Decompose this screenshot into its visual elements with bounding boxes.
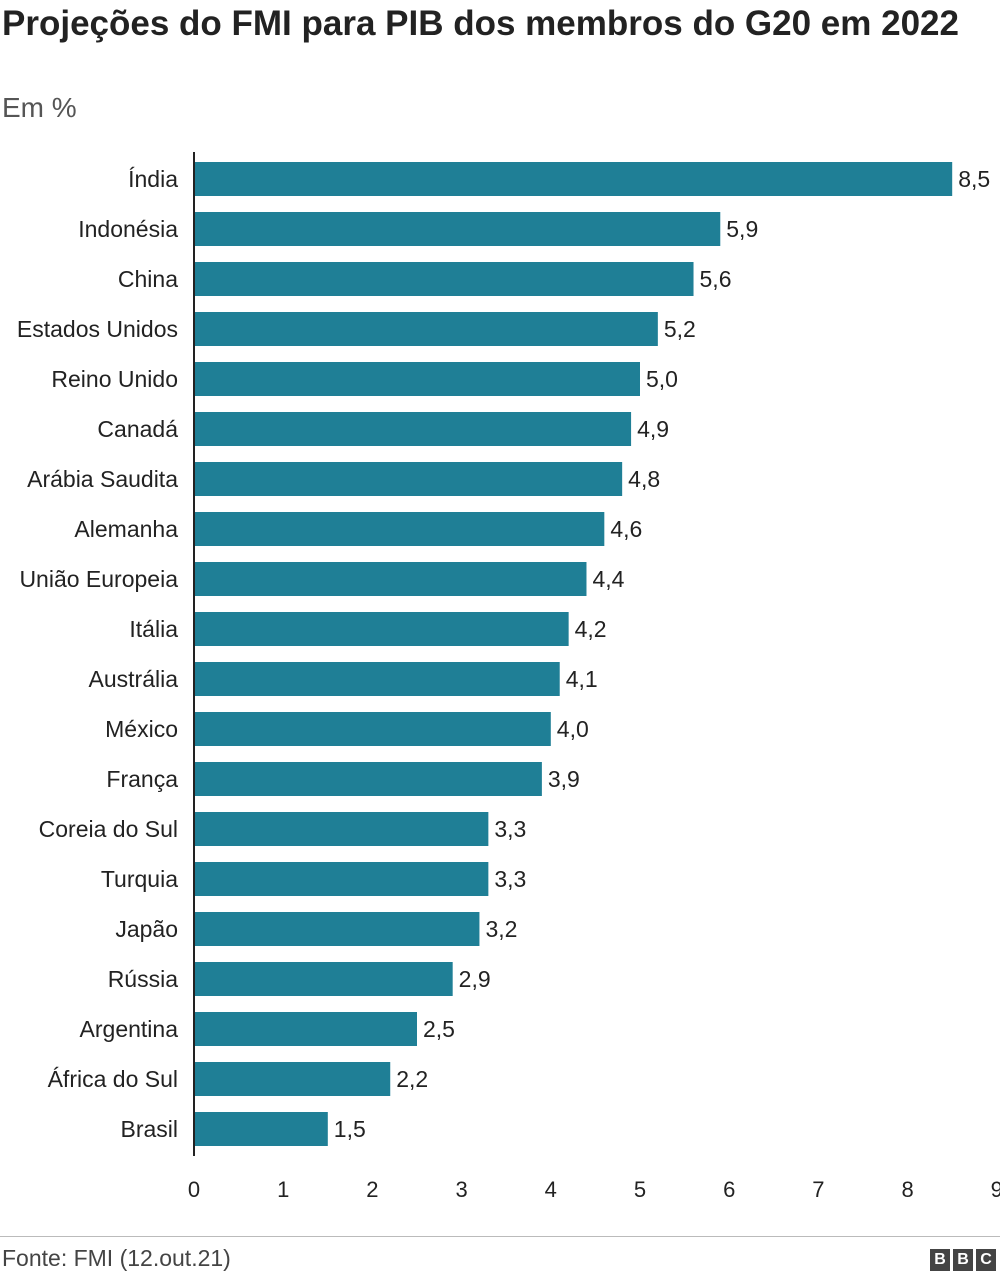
value-label: 2,2 [396, 1066, 428, 1092]
value-label: 8,5 [958, 166, 990, 192]
x-tick-label: 4 [545, 1177, 557, 1202]
bar [194, 812, 489, 846]
category-label: Argentina [80, 1016, 179, 1042]
bar [194, 462, 623, 496]
category-label: França [106, 766, 178, 792]
bbc-logo-letter: B [953, 1249, 973, 1271]
category-label: China [118, 266, 178, 292]
category-label: Turquia [101, 866, 178, 892]
value-label: 4,8 [628, 466, 660, 492]
bar [194, 612, 569, 646]
x-tick-label: 3 [455, 1177, 467, 1202]
source-note: Fonte: FMI (12.out.21) [2, 1245, 231, 1271]
value-label: 5,0 [646, 366, 678, 392]
category-label: Indonésia [78, 216, 178, 242]
category-label: África do Sul [48, 1066, 178, 1092]
value-label: 3,9 [548, 766, 580, 792]
category-label: Itália [129, 616, 178, 642]
value-label: 5,6 [700, 266, 732, 292]
bar [194, 412, 632, 446]
bar [194, 362, 640, 396]
chart-title: Projeções do FMI para PIB dos membros do… [2, 4, 959, 43]
x-tick-label: 9 [991, 1177, 1000, 1202]
category-label: União Europeia [19, 566, 178, 592]
category-label: Coreia do Sul [39, 816, 178, 842]
bar [194, 262, 694, 296]
value-label: 4,9 [637, 416, 669, 442]
bar [194, 662, 560, 696]
value-label: 4,2 [575, 616, 607, 642]
value-label: 5,9 [726, 216, 758, 242]
bar [194, 312, 658, 346]
x-tick-label: 7 [812, 1177, 824, 1202]
bbc-logo: B B C [930, 1249, 996, 1271]
value-label: 5,2 [664, 316, 696, 342]
category-label: Austrália [89, 666, 179, 692]
category-label: Brasil [120, 1116, 178, 1142]
value-label: 3,3 [494, 866, 526, 892]
bar [194, 962, 453, 996]
value-label: 1,5 [334, 1116, 366, 1142]
bbc-logo-letter: C [976, 1249, 996, 1271]
value-label: 4,4 [592, 566, 624, 592]
category-label: Reino Unido [51, 366, 178, 392]
category-label: Japão [115, 916, 178, 942]
category-label: Índia [128, 166, 178, 192]
value-label: 4,1 [566, 666, 598, 692]
value-label: 2,9 [459, 966, 491, 992]
chart-subtitle: Em % [2, 92, 77, 123]
x-tick-label: 1 [277, 1177, 289, 1202]
bar [194, 912, 480, 946]
bar [194, 1062, 391, 1096]
category-label: México [105, 716, 178, 742]
x-tick-label: 0 [188, 1177, 200, 1202]
bar [194, 562, 587, 596]
bar-chart: Índia 8,5 Indonésia 5,9 China 5,6 Estados Unid… [17, 152, 1000, 1202]
bar [194, 212, 721, 246]
x-tick-label: 6 [723, 1177, 735, 1202]
x-tick-label: 5 [634, 1177, 646, 1202]
x-tick-label: 8 [901, 1177, 913, 1202]
bar [194, 712, 551, 746]
bar [194, 1012, 417, 1046]
value-label: 2,5 [423, 1016, 455, 1042]
value-label: 3,3 [494, 816, 526, 842]
category-label: Estados Unidos [17, 316, 178, 342]
category-label: Arábia Saudita [27, 466, 178, 492]
x-tick-label: 2 [366, 1177, 378, 1202]
bar [194, 1112, 328, 1146]
category-label: Canadá [97, 416, 178, 442]
bar [194, 762, 542, 796]
category-label: Rússia [108, 966, 179, 992]
category-label: Alemanha [74, 516, 178, 542]
bbc-logo-letter: B [930, 1249, 950, 1271]
footer-divider [0, 1236, 1000, 1237]
bar [194, 162, 953, 196]
value-label: 4,0 [557, 716, 589, 742]
bar [194, 512, 605, 546]
bar [194, 862, 489, 896]
value-label: 4,6 [610, 516, 642, 542]
value-label: 3,2 [485, 916, 517, 942]
